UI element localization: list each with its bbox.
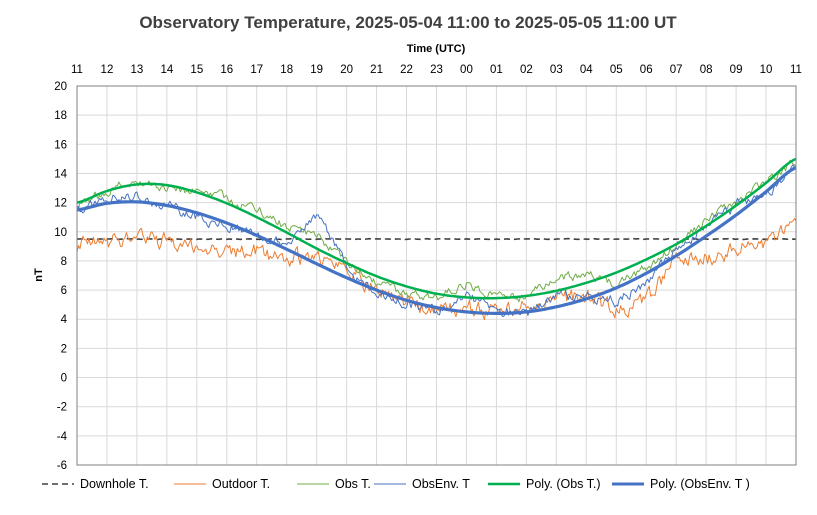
y-tick-label: 12 <box>54 198 67 210</box>
x-tick-label: 16 <box>220 64 233 76</box>
legend: Downhole T. Outdoor T. Obs T. ObsEnv. T Poly… <box>42 477 750 491</box>
x-tick-label: 20 <box>340 64 353 76</box>
x-tick-label: 03 <box>550 64 563 76</box>
x-tick-label: 21 <box>370 64 383 76</box>
series-line-5 <box>76 166 797 315</box>
x-tick-label: 10 <box>760 64 773 76</box>
series-line-0 <box>76 237 797 241</box>
series-line-2 <box>76 159 797 303</box>
y-tick-label: 14 <box>54 168 67 180</box>
x-tick-label: 11 <box>71 64 83 76</box>
x-tick-label: 13 <box>131 64 144 76</box>
y-tick-label: 8 <box>61 256 67 268</box>
x-tick-label: 15 <box>190 64 203 76</box>
x-axis-label: Time (UTC) <box>407 43 466 55</box>
plot-area-border <box>76 85 797 466</box>
y-tick-label: 0 <box>61 373 67 385</box>
legend-label: Obs T. <box>335 477 371 491</box>
x-tick-label: 04 <box>580 64 593 76</box>
x-tick-label: 14 <box>160 64 173 76</box>
x-tick-label: 07 <box>670 64 683 76</box>
legend-label: Downhole T. <box>80 477 149 491</box>
x-tick-label: 19 <box>310 64 323 76</box>
legend-label: Outdoor T. <box>212 477 270 491</box>
x-tick-label: 02 <box>520 64 533 76</box>
legend-label: ObsEnv. T <box>412 477 470 491</box>
x-tick-label: 12 <box>101 64 114 76</box>
x-tick-label: 09 <box>730 64 743 76</box>
legend-label: Poly. (Obs T.) <box>526 477 601 491</box>
x-tick-label: 23 <box>430 64 443 76</box>
y-tick-label: 18 <box>54 110 67 122</box>
y-tick-label: 2 <box>61 343 67 355</box>
y-tick-label: -2 <box>57 402 67 414</box>
x-tick-label: 22 <box>400 64 413 76</box>
x-tick-labels: 11 12 13 14 15 16 17 18 19 20 21 22 23 00 01 02 03 04 05 06… <box>71 64 802 76</box>
y-tick-label: -4 <box>57 431 68 443</box>
series-line-4 <box>76 157 797 300</box>
y-tick-labels: -6 -4 -2 0 2 4 6 8 10 12 14 16 18 20 <box>54 81 67 472</box>
x-tick-label: 00 <box>460 64 473 76</box>
y-tick-label: 4 <box>61 314 68 326</box>
y-tick-label: -6 <box>57 460 67 472</box>
x-tick-label: 17 <box>250 64 263 76</box>
series-line-1 <box>76 218 797 321</box>
y-tick-label: 6 <box>61 285 67 297</box>
x-tick-label: 18 <box>280 64 293 76</box>
y-axis-label: nT <box>33 268 45 282</box>
x-tick-label: 08 <box>700 64 713 76</box>
legend-label: Poly. (ObsEnv. T ) <box>650 477 750 491</box>
y-tick-label: 16 <box>54 139 67 151</box>
y-tick-label: 20 <box>54 81 67 93</box>
x-tick-label: 01 <box>490 64 503 76</box>
chart-title: Observatory Temperature, 2025-05-04 11:0… <box>139 13 677 32</box>
x-tick-label: 06 <box>640 64 653 76</box>
x-tick-label: 11 <box>790 64 802 76</box>
y-tick-label: 10 <box>54 227 67 239</box>
x-tick-label: 05 <box>610 64 623 76</box>
series-lines <box>76 157 797 321</box>
